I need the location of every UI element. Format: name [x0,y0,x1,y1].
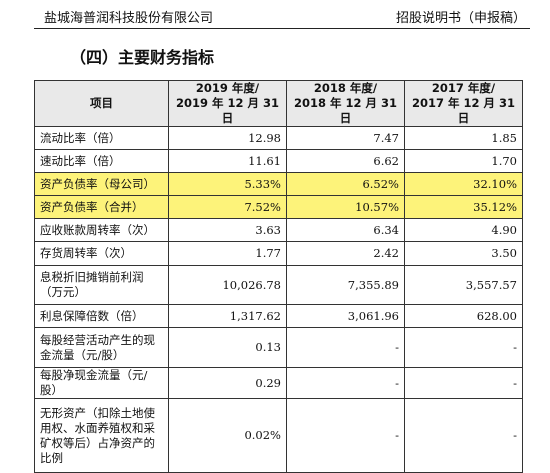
column-header-line: 2017 年 12 月 31 日 [411,96,516,125]
value-2017: 32.10% [404,172,523,196]
value-2019: 0.29 [168,367,287,399]
value-2018: 6.52% [286,172,405,196]
column-header-2019: 2019 年度/ 2019 年 12 月 31 日 [168,80,287,127]
row-label: 应收账款周转率（次） [34,218,169,242]
column-header-2018: 2018 年度/ 2018 年 12 月 31 日 [286,80,405,127]
column-header-line: 2019 年 12 月 31 日 [175,96,280,125]
value-2019: 0.13 [168,327,287,368]
document-type: 招股说明书（申报稿） [395,11,526,26]
row-label: 息税折旧摊销前利润（万元） [34,265,169,305]
row-label: 资产负债率（母公司） [34,172,169,196]
value-2019: 1.77 [168,241,287,266]
value-2017: 35.12% [404,195,523,219]
value-2018: - [286,367,405,399]
row-label: 利息保障倍数（倍） [34,304,169,328]
value-2018: 2.42 [286,241,405,266]
table-row: 每股经营活动产生的现金流量（元/股） 0.13 - - [34,327,523,368]
value-2018: 3,061.96 [286,304,405,328]
table-row: 速动比率（倍） 11.61 6.62 1.70 [34,149,523,173]
value-2018: - [286,398,405,473]
value-2018: 6.62 [286,149,405,173]
table-row: 利息保障倍数（倍） 1,317.62 3,061.96 628.00 [34,304,523,328]
value-2019: 11.61 [168,149,287,173]
table-row: 流动比率（倍） 12.98 7.47 1.85 [34,126,523,150]
column-header-line: 2018 年度/ [313,81,378,95]
value-2017: 4.90 [404,218,523,242]
value-2018: - [286,327,405,368]
value-2017: 1.70 [404,149,523,173]
table-row: 每股净现金流量（元/股） 0.29 - - [34,367,523,399]
page-header: 盐城海普润科技股份有限公司 招股说明书（申报稿） [0,0,550,30]
column-header-line: 2018 年 12 月 31 日 [293,96,398,125]
column-header-item: 项目 [34,80,169,127]
financial-indicators-table: 项目 2019 年度/ 2019 年 12 月 31 日 2018 年度/ 20… [34,80,523,473]
value-2017: 628.00 [404,304,523,328]
value-2019: 3.63 [168,218,287,242]
table-header-row: 项目 2019 年度/ 2019 年 12 月 31 日 2018 年度/ 20… [34,80,523,127]
value-2019: 5.33% [168,172,287,196]
value-2018: 7,355.89 [286,265,405,305]
value-2017: - [404,367,523,399]
row-label: 无形资产（扣除土地使用权、水面养殖权和采矿权等后）占净资产的比例 [34,398,169,473]
table-row: 应收账款周转率（次） 3.63 6.34 4.90 [34,218,523,242]
table-row: 存货周转率（次） 1.77 2.42 3.50 [34,241,523,266]
row-label: 每股净现金流量（元/股） [34,367,169,399]
value-2018: 6.34 [286,218,405,242]
value-2017: - [404,398,523,473]
value-2018: 10.57% [286,195,405,219]
table-row: 息税折旧摊销前利润（万元） 10,026.78 7,355.89 3,557.5… [34,265,523,305]
value-2019: 10,026.78 [168,265,287,305]
row-label: 存货周转率（次） [34,241,169,266]
row-label: 流动比率（倍） [34,126,169,150]
value-2019: 1,317.62 [168,304,287,328]
column-header-line: 2019 年度/ [195,81,260,95]
header-rule [34,28,530,29]
value-2017: 3,557.57 [404,265,523,305]
section-title: （四）主要财务指标 [70,48,215,67]
company-name: 盐城海普润科技股份有限公司 [44,11,214,26]
row-label: 资产负债率（合并） [34,195,169,219]
value-2017: 1.85 [404,126,523,150]
table-row-highlighted: 资产负债率（母公司） 5.33% 6.52% 32.10% [34,172,523,196]
value-2018: 7.47 [286,126,405,150]
value-2019: 0.02% [168,398,287,473]
table-row: 无形资产（扣除土地使用权、水面养殖权和采矿权等后）占净资产的比例 0.02% -… [34,398,523,473]
value-2017: - [404,327,523,368]
row-label: 每股经营活动产生的现金流量（元/股） [34,327,169,368]
row-label: 速动比率（倍） [34,149,169,173]
value-2019: 7.52% [168,195,287,219]
value-2019: 12.98 [168,126,287,150]
table-row-highlighted: 资产负债率（合并） 7.52% 10.57% 35.12% [34,195,523,219]
value-2017: 3.50 [404,241,523,266]
column-header-2017: 2017 年度/ 2017 年 12 月 31 日 [404,80,523,127]
column-header-line: 2017 年度/ [431,81,496,95]
